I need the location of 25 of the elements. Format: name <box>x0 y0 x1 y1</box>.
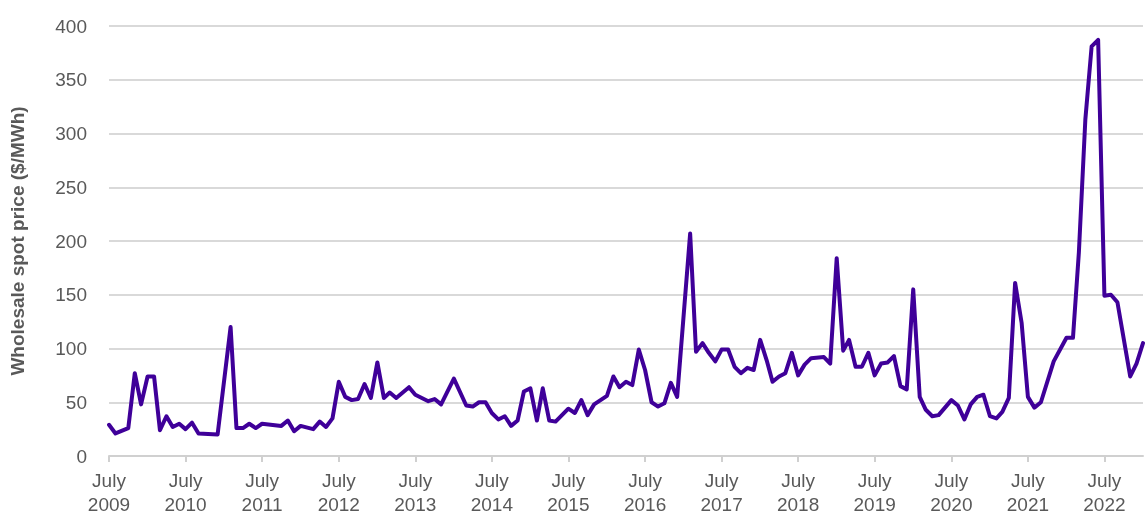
x-tick-label: July 2016 <box>623 469 667 515</box>
y-tick-label: 200 <box>55 230 87 252</box>
y-tick-label: 300 <box>55 123 87 144</box>
x-tick-label: July 2010 <box>164 469 207 515</box>
x-tick-label: July 2019 <box>853 469 896 515</box>
y-axis-title: Wholesale spot price ($/MWh) <box>7 106 28 376</box>
x-tick-label: July 2017 <box>700 469 743 515</box>
y-tick-label: 400 <box>55 15 87 37</box>
x-tick-label: July 2022 <box>1083 469 1126 515</box>
y-tick-label: 50 <box>65 391 87 413</box>
x-tick-label: July 2018 <box>776 469 820 515</box>
x-tick-label: July 2015 <box>547 469 590 515</box>
x-tick-label: July 2021 <box>1006 469 1050 515</box>
y-tick-label: 150 <box>55 284 87 306</box>
line-series <box>107 37 1145 437</box>
y-tick-label: 100 <box>55 338 87 359</box>
x-tick-label: July 2020 <box>930 469 973 515</box>
y-tick-label: 250 <box>55 176 87 198</box>
y-tick-label: 350 <box>55 69 87 91</box>
x-tick-label: July 2012 <box>317 469 360 515</box>
x-tick-label: July 2009 <box>87 469 131 515</box>
x-tick-label: July 2011 <box>241 469 283 515</box>
x-tick-label: July 2014 <box>470 469 514 515</box>
y-tick-label: 0 <box>76 445 87 467</box>
x-tick-label: July 2013 <box>394 469 437 515</box>
